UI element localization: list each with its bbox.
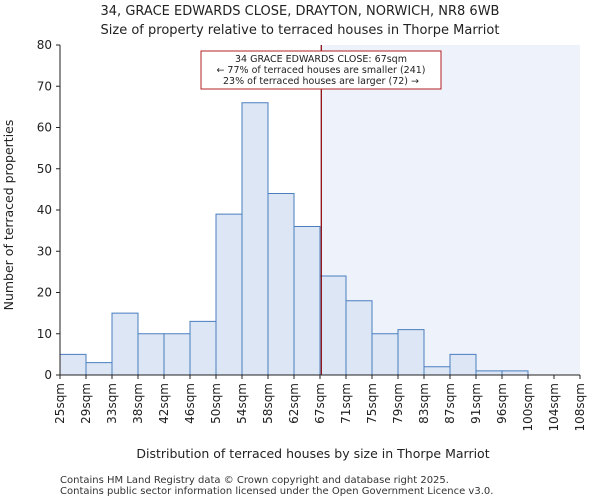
annotation-line-1: 34 GRACE EDWARDS CLOSE: 67sqm xyxy=(235,54,407,65)
x-tick-label: 75sqm xyxy=(365,383,379,424)
bar-87sqm xyxy=(449,353,477,376)
x-tick-label: 42sqm xyxy=(157,383,171,424)
y-tick-label: 80 xyxy=(37,38,52,52)
bar-96sqm xyxy=(501,370,529,376)
bar-75sqm xyxy=(371,333,399,376)
bar-58sqm xyxy=(267,193,295,376)
x-tick-label: 71sqm xyxy=(339,383,353,424)
bar-42sqm xyxy=(163,333,191,376)
x-tick-label: 96sqm xyxy=(495,383,509,424)
bar-50sqm xyxy=(215,213,243,376)
chart-subtitle: Size of property relative to terraced ho… xyxy=(101,23,500,38)
x-tick-label: 67sqm xyxy=(313,383,327,424)
y-tick-label: 0 xyxy=(44,368,52,382)
x-tick-label: 62sqm xyxy=(287,383,301,424)
bar-38sqm xyxy=(137,333,165,376)
bar-54sqm xyxy=(241,102,269,376)
x-tick-label: 83sqm xyxy=(417,383,431,424)
x-tick-label: 91sqm xyxy=(469,383,483,424)
bar-62sqm xyxy=(293,226,321,376)
bar-67sqm xyxy=(319,275,347,376)
bar-83sqm xyxy=(423,366,451,376)
x-axis-label: Distribution of terraced houses by size … xyxy=(136,446,489,461)
y-tick-label: 70 xyxy=(37,79,52,93)
y-tick-label: 10 xyxy=(37,327,52,341)
x-tick-label: 50sqm xyxy=(209,383,223,424)
x-tick-label: 33sqm xyxy=(105,383,119,424)
footer-line-1: Contains HM Land Registry data © Crown c… xyxy=(60,475,449,486)
y-tick-label: 20 xyxy=(37,286,52,300)
y-tick-label: 50 xyxy=(37,162,52,176)
chart-title: 34, GRACE EDWARDS CLOSE, DRAYTON, NORWIC… xyxy=(101,4,500,19)
x-tick-label: 104sqm xyxy=(547,383,561,431)
bar-91sqm xyxy=(475,370,503,376)
annotation-line-3: 23% of terraced houses are larger (72) → xyxy=(223,76,419,87)
x-tick-label: 58sqm xyxy=(261,383,275,424)
x-tick-label: 108sqm xyxy=(573,383,587,431)
x-tick-label: 46sqm xyxy=(183,383,197,424)
y-tick-label: 30 xyxy=(37,244,52,258)
bar-29sqm xyxy=(85,362,113,376)
bar-79sqm xyxy=(397,329,425,376)
x-tick-label: 87sqm xyxy=(443,383,457,424)
annotation-line-2: ← 77% of terraced houses are smaller (24… xyxy=(216,65,425,76)
y-tick-label: 40 xyxy=(37,203,52,217)
annotation-box xyxy=(200,50,442,90)
bar-25sqm xyxy=(59,353,87,376)
y-axis-label: Number of terraced properties xyxy=(1,120,16,311)
bar-71sqm xyxy=(345,300,373,376)
x-tick-label: 100sqm xyxy=(521,383,535,431)
bar-33sqm xyxy=(111,312,139,376)
x-tick-label: 79sqm xyxy=(391,383,405,424)
y-tick-label: 60 xyxy=(37,121,52,135)
footer-line-2: Contains public sector information licen… xyxy=(60,486,493,497)
x-tick-label: 54sqm xyxy=(235,383,249,424)
x-tick-label: 38sqm xyxy=(131,383,145,424)
x-tick-label: 25sqm xyxy=(53,383,67,424)
bar-46sqm xyxy=(189,320,217,376)
x-tick-label: 29sqm xyxy=(79,383,93,424)
